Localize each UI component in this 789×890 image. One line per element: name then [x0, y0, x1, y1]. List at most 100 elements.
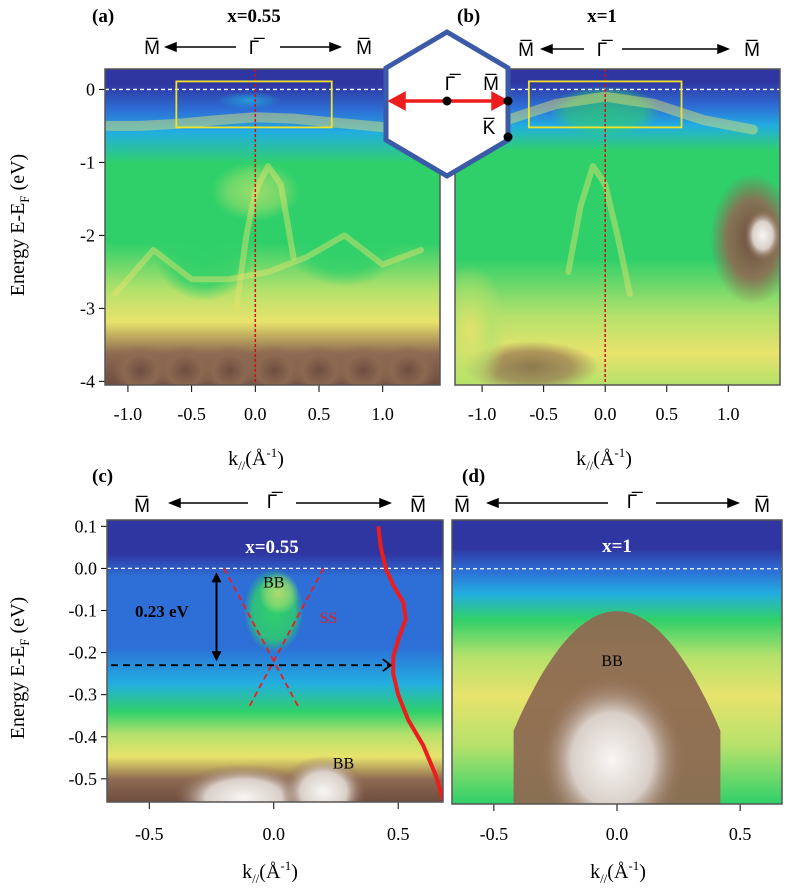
dir-gamma-d: Γ̅ — [627, 492, 643, 513]
ss-label: SS — [320, 610, 338, 627]
ytick-label-c: 0.1 — [75, 516, 98, 536]
intensity-blob-5 — [335, 344, 392, 385]
m-point — [503, 96, 513, 106]
ytick-label-a: -2 — [80, 225, 95, 245]
intensity-blob-3 — [246, 344, 303, 385]
frame-d — [451, 519, 783, 805]
title-c: x=0.55 — [245, 537, 299, 558]
frame-a — [104, 68, 441, 386]
title-a: x=0.55 — [227, 6, 281, 27]
dir-arrow-left-a — [163, 41, 236, 53]
plot-area-b — [455, 69, 780, 385]
intensity-blob-1 — [157, 344, 214, 385]
dir-arrow-right-a — [280, 41, 343, 53]
dir-m-right-a: M̅ — [356, 38, 372, 59]
ytick-label-a: -3 — [80, 298, 95, 318]
ylabel-c: Energy E-EF (eV) — [7, 597, 32, 739]
gap-arrow-up — [211, 572, 222, 583]
panel-label-b: (b) — [457, 6, 480, 27]
intensity-cyan-fermi — [217, 91, 281, 110]
gap-label: 0.23 eV — [135, 602, 190, 621]
ylabel-a: Energy E-EF (eV) — [7, 154, 32, 296]
bz-inset: Γ̅ M̅ K̅ — [383, 29, 513, 179]
dir-arrow-right-d — [656, 497, 741, 509]
plot-area-a — [105, 69, 440, 385]
dir-arrow-left-c — [167, 497, 248, 509]
marks-b: -1.0 -0.5 0.0 0.5 1.0 — [455, 69, 780, 424]
xtick-label-a: 0.0 — [244, 404, 267, 424]
intensity-bb-white — [538, 674, 686, 804]
marks-a: -1.0 -0.5 0.0 0.5 1.0 0 -1 -2 -3 -4 — [80, 69, 440, 424]
xlabel-a: k//(Å-1) — [228, 445, 284, 473]
bb-label-upper: BB — [263, 574, 284, 591]
intensity-blob-4 — [290, 344, 348, 385]
gamma-point — [442, 96, 452, 106]
xtick-label-d: -0.5 — [480, 824, 509, 844]
xtick-label-c: 0.5 — [387, 824, 410, 844]
dir-gamma-a: Γ̅ — [249, 38, 265, 59]
frame-c — [106, 519, 444, 803]
intensity-blob-0 — [112, 344, 169, 385]
xtick-label-b: -1.0 — [468, 404, 497, 424]
intensity-blob-2 — [201, 344, 258, 385]
panel-a: -1.0 -0.5 0.0 0.5 1.0 0 -1 -2 -3 -4 (a) x=0.55 M̅… — [7, 6, 441, 473]
ytick-label-c: 0.0 — [75, 558, 98, 578]
band-dispersive — [565, 163, 633, 297]
highlight-box — [175, 80, 333, 129]
xtick-label-c: 0.0 — [263, 824, 286, 844]
xtick-label-b: 0.5 — [655, 404, 678, 424]
xtick-label-d: 0.0 — [606, 824, 629, 844]
title-d: x=1 — [602, 536, 632, 557]
panel-label-d: (d) — [462, 466, 485, 487]
title-b: x=1 — [587, 6, 617, 27]
highlight-box — [527, 80, 683, 129]
bz-m-label: M̅ — [483, 74, 499, 95]
dir-arrow-left-d — [485, 497, 608, 509]
intensity-white-left — [174, 764, 314, 802]
dir-m-left-d: M̅ — [454, 496, 470, 517]
dir-m-right-b: M̅ — [744, 40, 760, 61]
xtick-label-c: -0.5 — [135, 824, 164, 844]
panel-b: -1.0 -0.5 0.0 0.5 1.0 (b) x=1 M̅ Γ̅ M̅ k//(Å… — [454, 6, 781, 473]
dir-gamma-b: Γ̅ — [597, 40, 613, 61]
xlabel-b: k//(Å-1) — [576, 445, 632, 473]
ytick-label-c: -0.4 — [69, 727, 98, 747]
xtick-label-a: -0.5 — [177, 404, 206, 424]
dir-m-right-d: M̅ — [754, 496, 770, 517]
plot-area-c — [107, 526, 443, 802]
ytick-label-c: -0.5 — [69, 769, 98, 789]
bz-k-label: K̅ — [483, 118, 496, 139]
dir-m-left-b: M̅ — [518, 40, 534, 61]
surface-state-0 — [223, 567, 300, 708]
intensity-white-right — [281, 755, 366, 802]
panel-c: 0.23 eV BB SS BB -0.5 0.0 0.5 0.1 0.0 -0.1 -0.2 -0.… — [7, 466, 444, 886]
edc-curve — [376, 526, 443, 801]
intensity-yellow-left — [455, 264, 507, 385]
marks-d: BB -0.5 0.0 0.5 — [452, 568, 782, 844]
surface-state-1 — [248, 567, 325, 708]
dir-arrow-right-c — [296, 497, 393, 509]
intensity-green-left — [153, 198, 256, 302]
frame-b — [454, 68, 781, 386]
dirac-point-arrowhead — [382, 658, 393, 672]
dir-gamma-c: Γ̅ — [267, 492, 283, 513]
plot-area-d — [452, 568, 782, 804]
xtick-label-d: 0.5 — [729, 824, 752, 844]
dir-arrow-left-b — [539, 43, 584, 55]
intensity-bb-core — [258, 572, 299, 615]
band-lower — [112, 232, 424, 297]
ytick-label-a: 0 — [86, 79, 95, 99]
panel-label-a: (a) — [92, 6, 114, 27]
xlabel-d: k//(Å-1) — [590, 858, 646, 886]
bb-label-lower: BB — [333, 755, 354, 772]
dir-m-left-a: M̅ — [144, 38, 160, 59]
ytick-label-a: -1 — [80, 152, 95, 172]
panel-d: BB -0.5 0.0 0.5 (d) x=1 M̅ Γ̅ M̅ k//(Å-1) — [451, 466, 783, 886]
xlabel-c: k//(Å-1) — [242, 858, 298, 886]
intensity-blob-6 — [380, 344, 437, 385]
ytick-label-a: -4 — [80, 371, 95, 391]
xtick-label-a: -1.0 — [114, 404, 143, 424]
gap-arrow-down — [211, 651, 222, 662]
dir-m-right-c: M̅ — [410, 496, 426, 517]
xtick-label-b: -0.5 — [529, 404, 558, 424]
